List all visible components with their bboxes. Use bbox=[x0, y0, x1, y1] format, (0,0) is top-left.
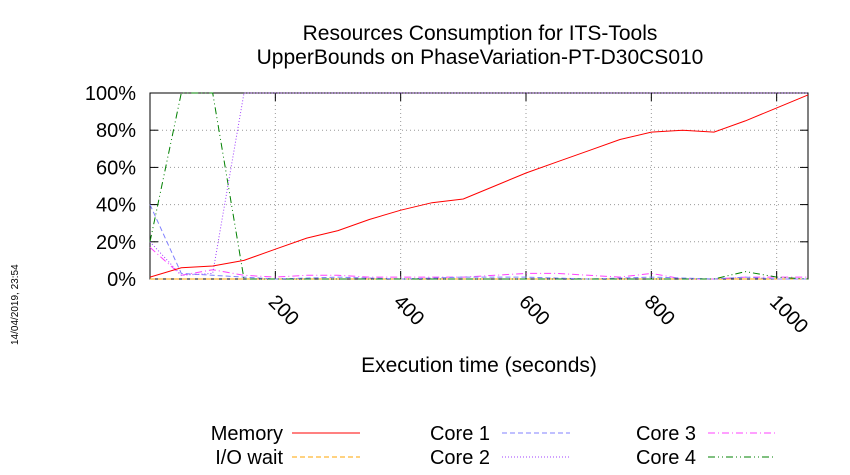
chart-subtitle: UpperBounds on PhaseVariation-PT-D30CS01… bbox=[256, 46, 704, 69]
legend-label-i-o-wait: I/O wait bbox=[215, 447, 283, 469]
x-tick-label: 800 bbox=[640, 291, 679, 330]
x-tick-label: 400 bbox=[389, 291, 428, 330]
x-tick-label: 200 bbox=[264, 291, 303, 330]
y-tick-label: 60% bbox=[96, 157, 136, 179]
legend-label-core-1: Core 1 bbox=[430, 423, 490, 445]
y-tick-label: 100% bbox=[85, 83, 136, 105]
x-tick-label: 600 bbox=[514, 291, 553, 330]
legend-label-memory: Memory bbox=[211, 423, 283, 445]
legend-label-core-2: Core 2 bbox=[430, 447, 490, 469]
y-tick-label: 20% bbox=[96, 232, 136, 254]
y-tick-label: 80% bbox=[96, 120, 136, 142]
chart-title: Resources Consumption for ITS-Tools bbox=[302, 22, 658, 45]
plot-frame bbox=[149, 92, 809, 280]
x-tick-label: 1000 bbox=[765, 291, 812, 338]
series-line-core-2 bbox=[149, 92, 808, 276]
y-tick-label: 0% bbox=[107, 269, 136, 291]
y-tick-label: 40% bbox=[96, 195, 136, 217]
series-line-core-3 bbox=[149, 247, 808, 280]
series-line-core-4 bbox=[149, 92, 809, 280]
series-line-memory bbox=[149, 94, 809, 278]
legend-label-core-4: Core 4 bbox=[636, 447, 696, 469]
x-axis-label: Execution time (seconds) bbox=[361, 354, 597, 377]
legend-label-core-3: Core 3 bbox=[636, 423, 696, 445]
